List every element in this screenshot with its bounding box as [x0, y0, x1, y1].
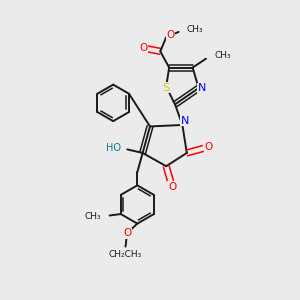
Text: N: N	[198, 83, 206, 93]
Text: N: N	[181, 116, 189, 126]
Text: O: O	[204, 142, 212, 152]
Text: O: O	[140, 44, 148, 53]
Text: CH₃: CH₃	[214, 51, 231, 60]
Text: O: O	[168, 182, 176, 192]
Text: S: S	[162, 82, 169, 93]
Text: HO: HO	[106, 143, 121, 153]
Text: CH₂CH₃: CH₂CH₃	[109, 250, 142, 259]
Text: CH₃: CH₃	[187, 25, 203, 34]
Text: O: O	[123, 228, 131, 238]
Text: O: O	[166, 31, 174, 40]
Text: CH₃: CH₃	[84, 212, 101, 221]
